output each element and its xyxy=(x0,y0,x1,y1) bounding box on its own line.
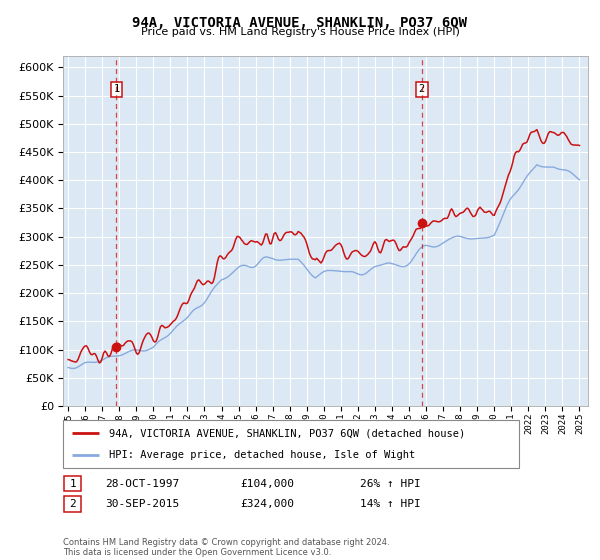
Text: 94A, VICTORIA AVENUE, SHANKLIN, PO37 6QW (detached house): 94A, VICTORIA AVENUE, SHANKLIN, PO37 6QW… xyxy=(109,428,465,438)
Text: 94A, VICTORIA AVENUE, SHANKLIN, PO37 6QW: 94A, VICTORIA AVENUE, SHANKLIN, PO37 6QW xyxy=(133,16,467,30)
Text: 2: 2 xyxy=(69,499,76,509)
Text: Price paid vs. HM Land Registry's House Price Index (HPI): Price paid vs. HM Land Registry's House … xyxy=(140,27,460,37)
FancyBboxPatch shape xyxy=(63,420,519,468)
Text: £104,000: £104,000 xyxy=(240,479,294,489)
Text: £324,000: £324,000 xyxy=(240,499,294,509)
Text: 30-SEP-2015: 30-SEP-2015 xyxy=(105,499,179,509)
Text: 2: 2 xyxy=(419,84,425,94)
FancyBboxPatch shape xyxy=(64,496,81,512)
Text: 1: 1 xyxy=(113,84,119,94)
Text: 26% ↑ HPI: 26% ↑ HPI xyxy=(360,479,421,489)
Text: 28-OCT-1997: 28-OCT-1997 xyxy=(105,479,179,489)
Text: HPI: Average price, detached house, Isle of Wight: HPI: Average price, detached house, Isle… xyxy=(109,450,415,460)
FancyBboxPatch shape xyxy=(64,476,81,492)
Text: 1: 1 xyxy=(69,479,76,489)
Text: 14% ↑ HPI: 14% ↑ HPI xyxy=(360,499,421,509)
Text: Contains HM Land Registry data © Crown copyright and database right 2024.
This d: Contains HM Land Registry data © Crown c… xyxy=(63,538,389,557)
